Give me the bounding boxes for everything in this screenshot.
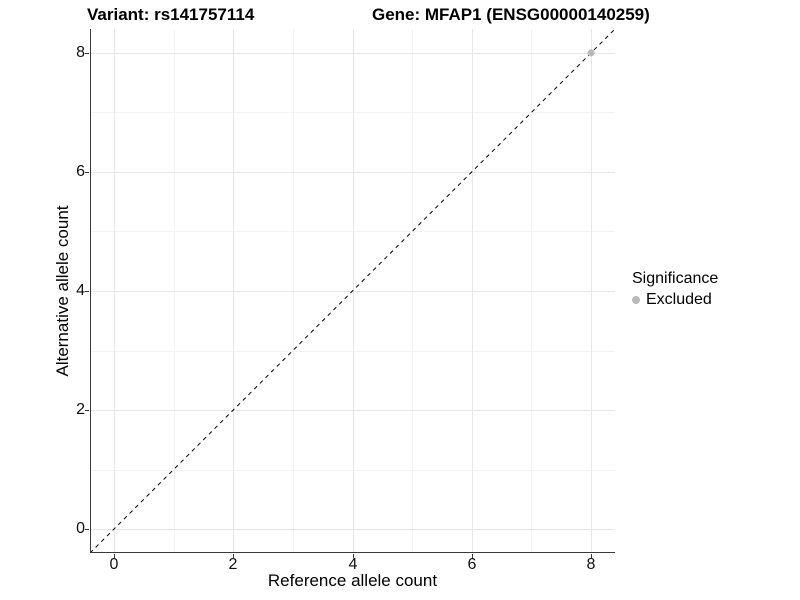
y-tick-mark — [85, 529, 89, 530]
x-axis-title: Reference allele count — [267, 571, 438, 590]
y-tick-label: 8 — [76, 44, 85, 61]
legend-key-dot — [632, 296, 640, 304]
legend: Significance Excluded — [630, 269, 718, 309]
x-tick-label: 0 — [109, 556, 119, 573]
plot-title-gene: Gene: MFAP1 (ENSG00000140259) — [372, 5, 650, 24]
plot-title-variant: Variant: rs141757114 — [87, 5, 255, 24]
legend-entry-label: Excluded — [646, 291, 712, 308]
x-tick-label: 8 — [586, 556, 596, 573]
legend-title: Significance — [632, 270, 719, 287]
x-tick-label: 4 — [348, 556, 358, 573]
y-tick-mark — [85, 172, 89, 173]
x-tick-label: 6 — [467, 556, 477, 573]
x-tick-mark — [233, 554, 234, 558]
y-tick-label: 2 — [76, 401, 85, 418]
y-tick-mark — [85, 53, 89, 54]
y-tick-label: 6 — [76, 163, 85, 180]
x-tick-mark — [472, 554, 473, 558]
legend-entry: Excluded — [630, 291, 718, 309]
y-tick-mark — [85, 291, 89, 292]
identity-reference-line — [90, 29, 615, 553]
x-tick-mark — [114, 554, 115, 558]
data-point — [587, 49, 595, 57]
y-axis-title: Alternative allele count — [53, 205, 72, 377]
y-tick-label: 4 — [76, 282, 85, 299]
plot-panel — [90, 29, 615, 553]
plot-canvas — [90, 29, 615, 553]
x-tick-mark — [591, 554, 592, 558]
x-tick-mark — [353, 554, 354, 558]
x-tick-label: 2 — [228, 556, 238, 573]
y-tick-mark — [85, 410, 89, 411]
y-tick-label: 0 — [76, 520, 85, 537]
legend-entries: Excluded — [630, 291, 718, 309]
